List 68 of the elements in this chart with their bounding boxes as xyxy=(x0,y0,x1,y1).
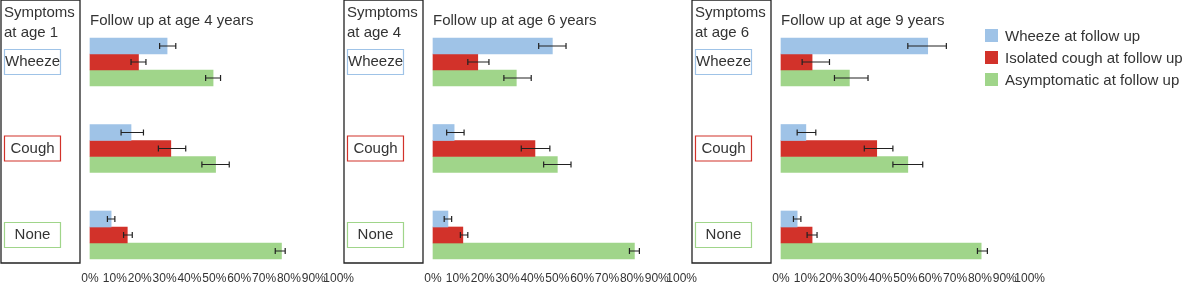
bar xyxy=(432,140,536,157)
y-tick-label: None xyxy=(14,225,51,243)
x-tick-label: 0% xyxy=(81,270,99,285)
bar xyxy=(780,124,807,141)
y-tick-label: None xyxy=(357,225,394,243)
bar xyxy=(432,226,464,244)
x-tick-label: 0% xyxy=(424,270,442,285)
x-tick-label: 10% xyxy=(445,270,471,285)
bar xyxy=(780,140,878,157)
y-tick-label: Cough xyxy=(701,138,746,156)
y-tick-label: Cough xyxy=(10,138,55,156)
bar xyxy=(432,69,517,87)
x-tick-label: 10% xyxy=(102,270,128,285)
bar xyxy=(89,140,172,157)
x-tick-label: 80% xyxy=(276,270,302,285)
x-tick-label: 40% xyxy=(520,270,545,285)
chart-title: Follow up at age 9 years xyxy=(781,11,945,29)
chart-title: Follow up at age 6 years xyxy=(433,11,597,29)
x-tick-label: 70% xyxy=(252,270,277,285)
bar xyxy=(432,156,558,173)
bar xyxy=(432,242,635,260)
x-tick-label: 60% xyxy=(227,270,252,285)
x-tick-label: 0% xyxy=(772,270,790,285)
x-tick-label: 30% xyxy=(152,270,177,285)
x-tick-label: 50% xyxy=(202,270,227,285)
x-tick-label: 80% xyxy=(619,270,645,285)
bar xyxy=(780,69,850,87)
bar xyxy=(89,242,282,260)
x-tick-label: 10% xyxy=(793,270,819,285)
bar xyxy=(89,156,216,173)
x-tick-label: 40% xyxy=(177,270,202,285)
bar xyxy=(89,69,214,87)
bar xyxy=(432,53,479,71)
x-tick-label: 70% xyxy=(943,270,968,285)
y-axis-title: Symptoms at age 4 xyxy=(347,3,418,41)
y-tick-label: Wheeze xyxy=(347,52,403,70)
x-tick-label: 60% xyxy=(570,270,595,285)
x-tick-label: 50% xyxy=(893,270,918,285)
y-tick-label: Wheeze xyxy=(4,52,60,70)
x-tick-label: 40% xyxy=(868,270,893,285)
bar xyxy=(89,124,132,141)
x-tick-label: 20% xyxy=(818,270,844,285)
legend-label: Isolated cough at follow up xyxy=(1005,48,1183,66)
bar xyxy=(89,53,139,71)
y-tick-label: None xyxy=(705,225,742,243)
x-tick-label: 50% xyxy=(545,270,570,285)
y-tick-label: Wheeze xyxy=(695,52,751,70)
bar xyxy=(780,156,909,173)
y-axis-title: Symptoms at age 6 xyxy=(695,3,766,41)
x-tick-label: 20% xyxy=(127,270,153,285)
x-tick-label: 20% xyxy=(470,270,496,285)
bar xyxy=(432,124,455,141)
x-tick-label: 80% xyxy=(967,270,993,285)
bar xyxy=(432,37,553,55)
legend-label: Asymptomatic at follow up xyxy=(1005,70,1180,88)
legend-label: Wheeze at follow up xyxy=(1005,26,1141,44)
bar xyxy=(780,37,929,55)
x-tick-label: 30% xyxy=(495,270,520,285)
x-tick-label: 70% xyxy=(595,270,620,285)
x-tick-label: 30% xyxy=(843,270,868,285)
y-tick-label: Cough xyxy=(353,138,398,156)
bar xyxy=(89,226,128,244)
x-tick-label: 60% xyxy=(918,270,943,285)
y-axis-title: Symptoms at age 1 xyxy=(4,3,75,41)
chart-title: Follow up at age 4 years xyxy=(90,11,254,29)
bar xyxy=(780,242,982,260)
bar xyxy=(89,37,168,55)
bar xyxy=(780,226,813,244)
